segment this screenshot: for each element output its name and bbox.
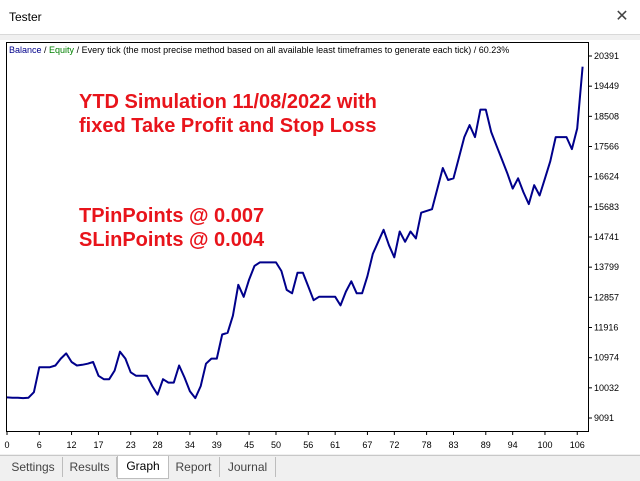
y-tick-label: 19449 bbox=[594, 81, 619, 91]
window-title: Tester bbox=[9, 10, 42, 24]
y-tick-label: 10032 bbox=[594, 383, 619, 393]
x-tick-label: 23 bbox=[126, 440, 136, 450]
x-tick-label: 67 bbox=[362, 440, 372, 450]
window-titlebar: Tester ✕ bbox=[0, 0, 640, 35]
tab-results[interactable]: Results bbox=[63, 457, 117, 477]
y-tick-label: 9091 bbox=[594, 413, 614, 423]
y-tick-label: 14741 bbox=[594, 232, 619, 242]
annotation-title-line1: YTD Simulation 11/08/2022 with bbox=[79, 91, 377, 113]
x-tick-label: 50 bbox=[271, 440, 281, 450]
y-tick-label: 18508 bbox=[594, 111, 619, 121]
close-icon[interactable]: ✕ bbox=[615, 8, 629, 25]
x-tick-label: 94 bbox=[508, 440, 518, 450]
x-tick-label: 78 bbox=[422, 440, 432, 450]
x-tick-label: 6 bbox=[37, 440, 42, 450]
y-tick-label: 10974 bbox=[594, 353, 619, 363]
y-tick-label: 16624 bbox=[594, 172, 619, 182]
y-tick-label: 20391 bbox=[594, 51, 619, 61]
annotation-group: YTD Simulation 11/08/2022 with fixed Tak… bbox=[79, 91, 377, 251]
x-tick-label: 100 bbox=[537, 440, 552, 450]
x-tick-label: 34 bbox=[185, 440, 195, 450]
x-tick-label: 28 bbox=[153, 440, 163, 450]
x-axis-ticks: 0 6 12 17 23 28 34 39 45 50 56 61 67 72 78 83 89 94 100 106 bbox=[4, 431, 585, 450]
x-tick-label: 61 bbox=[330, 440, 340, 450]
annotation-param-line1: TPinPoints @ 0.007 bbox=[79, 205, 264, 227]
y-tick-label: 13799 bbox=[594, 262, 619, 272]
x-tick-label: 83 bbox=[449, 440, 459, 450]
legend-separator: / bbox=[42, 45, 50, 55]
annotation-title-line2: fixed Take Profit and Stop Loss bbox=[79, 115, 376, 137]
x-tick-label: 0 bbox=[4, 440, 9, 450]
annotation-param-line2: SLinPoints @ 0.004 bbox=[79, 229, 265, 251]
tab-settings[interactable]: Settings bbox=[4, 457, 63, 477]
y-tick-label: 12857 bbox=[594, 292, 619, 302]
x-tick-label: 45 bbox=[244, 440, 254, 450]
legend-equity: Equity bbox=[49, 45, 75, 55]
chart-header: Balance / Equity / Every tick (the most … bbox=[9, 45, 509, 55]
tab-journal[interactable]: Journal bbox=[220, 457, 276, 477]
series-line-balance bbox=[6, 66, 584, 400]
x-tick-label: 12 bbox=[67, 440, 77, 450]
y-tick-label: 11916 bbox=[594, 323, 618, 333]
legend-balance: Balance bbox=[9, 45, 42, 55]
x-tick-label: 72 bbox=[389, 440, 399, 450]
tester-tabs: Settings Results Graph Report Journal bbox=[0, 455, 640, 481]
tab-graph[interactable]: Graph bbox=[117, 456, 169, 479]
tab-report[interactable]: Report bbox=[168, 457, 220, 477]
y-axis-ticks: 20391 19449 18508 17566 16624 15683 14741 13799… bbox=[588, 51, 619, 423]
x-tick-label: 39 bbox=[212, 440, 222, 450]
y-tick-label: 17566 bbox=[594, 142, 619, 152]
x-tick-label: 89 bbox=[481, 440, 491, 450]
series-group bbox=[6, 66, 584, 400]
x-tick-label: 106 bbox=[570, 440, 585, 450]
plot-frame bbox=[6, 42, 589, 432]
y-tick-label: 15683 bbox=[594, 202, 619, 212]
chart-description: / Every tick (the most precise method ba… bbox=[74, 45, 509, 55]
graph-panel: Balance / Equity / Every tick (the most … bbox=[0, 40, 640, 454]
x-tick-label: 17 bbox=[93, 440, 103, 450]
x-tick-label: 56 bbox=[303, 440, 313, 450]
balance-chart: Balance / Equity / Every tick (the most … bbox=[4, 42, 619, 450]
